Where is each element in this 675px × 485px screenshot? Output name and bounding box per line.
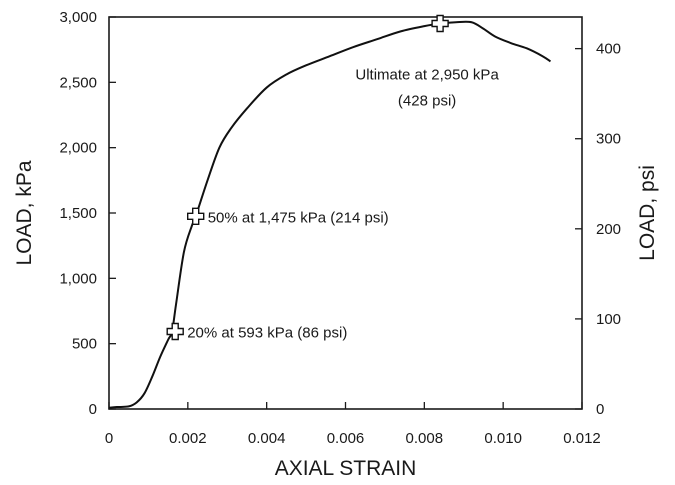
x-tick-label: 0.008: [406, 430, 444, 447]
y2-axis-title: LOAD, psi: [636, 165, 659, 261]
x-tick-label: 0.002: [169, 430, 207, 447]
x-tick-label: 0.004: [248, 430, 286, 447]
y2-tick-label: 400: [596, 41, 621, 58]
y-axis-title: LOAD, kPa: [13, 160, 36, 265]
x-tick-label: 0.006: [327, 430, 365, 447]
y-tick-label: 3,000: [59, 9, 97, 26]
y-tick-label: 1,500: [59, 205, 97, 222]
annotation-label: Ultimate at 2,950 kPa: [355, 67, 499, 84]
annotation-label-psi: (428 psi): [398, 93, 456, 110]
x-tick-label: 0: [105, 430, 113, 447]
y-tick-label: 2,500: [59, 74, 97, 91]
plus-marker: [166, 322, 184, 341]
y2-axis-ticks: 0 100 200 300 400: [575, 41, 621, 418]
annotation-label: 20% at 593 kPa (86 psi): [187, 325, 347, 342]
y2-tick-label: 300: [596, 131, 621, 148]
y-tick-label: 1,000: [59, 270, 97, 287]
x-axis-ticks: 0 0.002 0.004 0.006 0.008 0.010 0.012: [105, 402, 601, 447]
y2-tick-label: 100: [596, 311, 621, 328]
x-axis-title: AXIAL STRAIN: [275, 457, 417, 480]
annotation-label: 50% at 1,475 kPa (214 psi): [208, 209, 389, 226]
plus-marker: [186, 207, 205, 226]
x-tick-label: 0.012: [563, 430, 601, 447]
y2-tick-label: 0: [596, 401, 604, 418]
y-tick-label: 2,000: [59, 140, 97, 157]
load-curve-line: [108, 20, 552, 409]
annotation-markers: [166, 14, 449, 341]
y-axis-ticks: 0 500 1,000 1,500 2,000 2,500 3,000: [59, 9, 116, 418]
y-tick-label: 0: [89, 401, 97, 418]
x-tick-label: 0.010: [484, 430, 522, 447]
plus-marker: [431, 14, 449, 33]
y-tick-label: 500: [72, 336, 97, 353]
annotation-labels: 20% at 593 kPa (86 psi) 50% at 1,475 kPa …: [187, 67, 499, 342]
y2-tick-label: 200: [596, 221, 621, 238]
